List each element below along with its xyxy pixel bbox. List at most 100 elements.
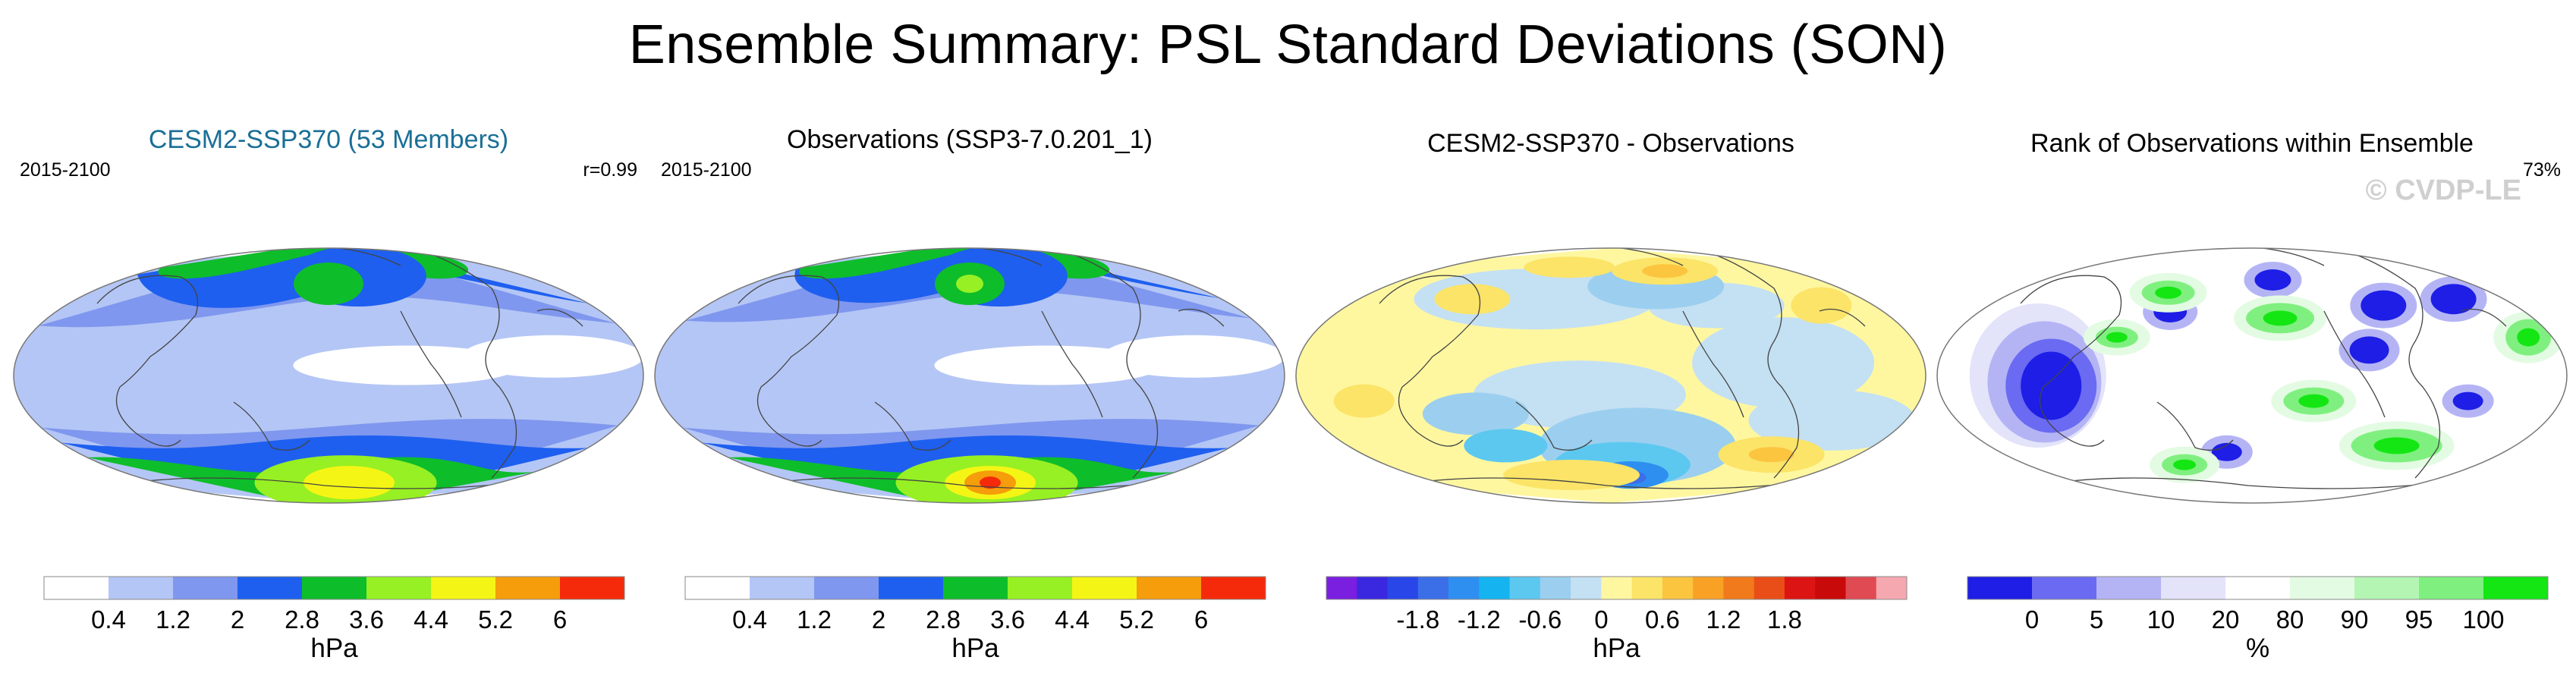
colorbar-segment [1479,577,1511,599]
contour-band [2361,290,2407,321]
coastline [2354,253,2441,479]
colorbar-tick-label: 90 [2341,605,2369,634]
contour-band [2430,284,2477,315]
map-outline [654,247,1285,504]
map-outline [1936,247,2568,504]
colorbar-tick-label: 0.4 [732,605,767,634]
coastline [738,275,840,388]
colorbar-segment [1008,577,1073,599]
colorbar-segment [750,577,815,599]
contour-band [980,476,1002,489]
colorbar-tick-label: 5.2 [478,605,513,634]
coastline [1071,253,1159,479]
panel-difference: CESM2-SSP370 - Observations -1.8 -1.2 -0.6… [1288,114,1933,675]
map-chart: 0.4 1.2 2 2.8 3.6 4.4 5.2 6 hPa [654,247,1285,663]
coastline [756,386,822,447]
colorbar-tick-label: 4.4 [1055,605,1090,634]
map-outline [1295,247,1926,504]
coastline [874,401,951,451]
colorbar-segment [1723,577,1755,599]
colorbar-segment [1571,577,1602,599]
colorbar-segment [1357,577,1389,599]
colorbar-tick-label: 1.2 [156,605,190,634]
colorbar-segment [1631,577,1663,599]
colorbar-tick-label: 1.8 [1767,605,1802,634]
pattern-correlation-label: r=0.99 [583,159,637,181]
colorbar-tick-label: 0.6 [1645,605,1680,634]
coastline [1682,310,1744,418]
watermark: © CVDP-LE [2365,175,2521,206]
map-field [655,248,1285,503]
colorbar-unit-label: hPa [1593,634,1640,663]
colorbar-tick-label: 2 [231,605,244,634]
contour-band [1503,460,1640,491]
map-field [14,248,643,503]
colorbar-segment [237,577,303,599]
contour-band [956,275,983,294]
colorbar-segment [173,577,238,599]
coastline [2156,401,2234,451]
colorbar-segment [1326,577,1357,599]
contour-band [2106,332,2128,343]
rank-percent-label: 73% [2522,159,2561,181]
colorbar-segment [1845,577,1877,599]
colorbar-tick-label: 20 [2212,605,2240,634]
colorbar-tick-label: 0 [2025,605,2039,634]
coastline [1713,253,1800,479]
colorbar-segment [2225,577,2291,599]
colorbar-frame [1967,576,2549,600]
colorbar-tick-label: 3.6 [349,605,384,634]
contour-band [2373,437,2420,454]
contour-band [2254,269,2291,291]
contour-band [1524,256,1615,278]
coastline [1398,386,1464,447]
panel-title: CESM2-SSP370 (53 Members) [148,125,509,154]
colorbar-segment [1815,577,1846,599]
panel-rank: Rank of Observations within Ensemble 73%… [1930,114,2574,675]
colorbar-segment [366,577,432,599]
colorbar-segment [943,577,1008,599]
period-label: 2015-2100 [661,159,752,181]
period-label: 2015-2100 [20,159,111,181]
colorbar-tick-label: 2.8 [285,605,319,634]
colorbar-segment [1601,577,1633,599]
colorbar-tick-label: 0 [1594,605,1608,634]
contour-band [1422,392,1529,435]
colorbar-segment [2096,577,2162,599]
colorbar-unit-label: hPa [951,634,999,663]
contour-band [2263,310,2298,326]
coastline [1515,401,1593,451]
coastline [2035,477,2446,489]
colorbar-frame [43,576,625,600]
coastline [2039,386,2105,447]
colorbar-tick-label: 1.2 [1706,605,1741,634]
main-title: Ensemble Summary: PSL Standard Deviation… [628,14,1948,75]
colorbar-tick-label: 95 [2405,605,2433,634]
colorbar-segment [2354,577,2420,599]
contour-band [294,263,363,306]
contour-band [2517,328,2540,347]
contour-band [2021,351,2082,420]
contour-band [1642,264,1688,278]
coastline [2118,248,2325,266]
colorbar-tick-label: 100 [2462,605,2504,634]
colorbar-tick-label: -1.8 [1396,605,1439,634]
colorbar-segment [2032,577,2097,599]
colorbar-tick-label: -1.2 [1458,605,1501,634]
colorbar-tick-label: 10 [2147,605,2175,634]
coastline [753,477,1164,489]
colorbar-tick-label: 4.4 [414,605,448,634]
contour-band [2211,442,2242,461]
coastline [1394,477,1805,489]
colorbar-segment [2483,577,2549,599]
contour-band [1748,447,1794,463]
coastline [2020,275,2122,388]
colorbar-segment [302,577,367,599]
map-chart: 0 5 10 20 80 90 95 100% [1936,247,2568,663]
colorbar-segment [1754,577,1785,599]
colorbar-segment [685,577,750,599]
coastline [1819,308,1866,327]
coastline [1477,248,1684,266]
colorbar-segment [1967,577,2033,599]
colorbar-segment [1693,577,1724,599]
